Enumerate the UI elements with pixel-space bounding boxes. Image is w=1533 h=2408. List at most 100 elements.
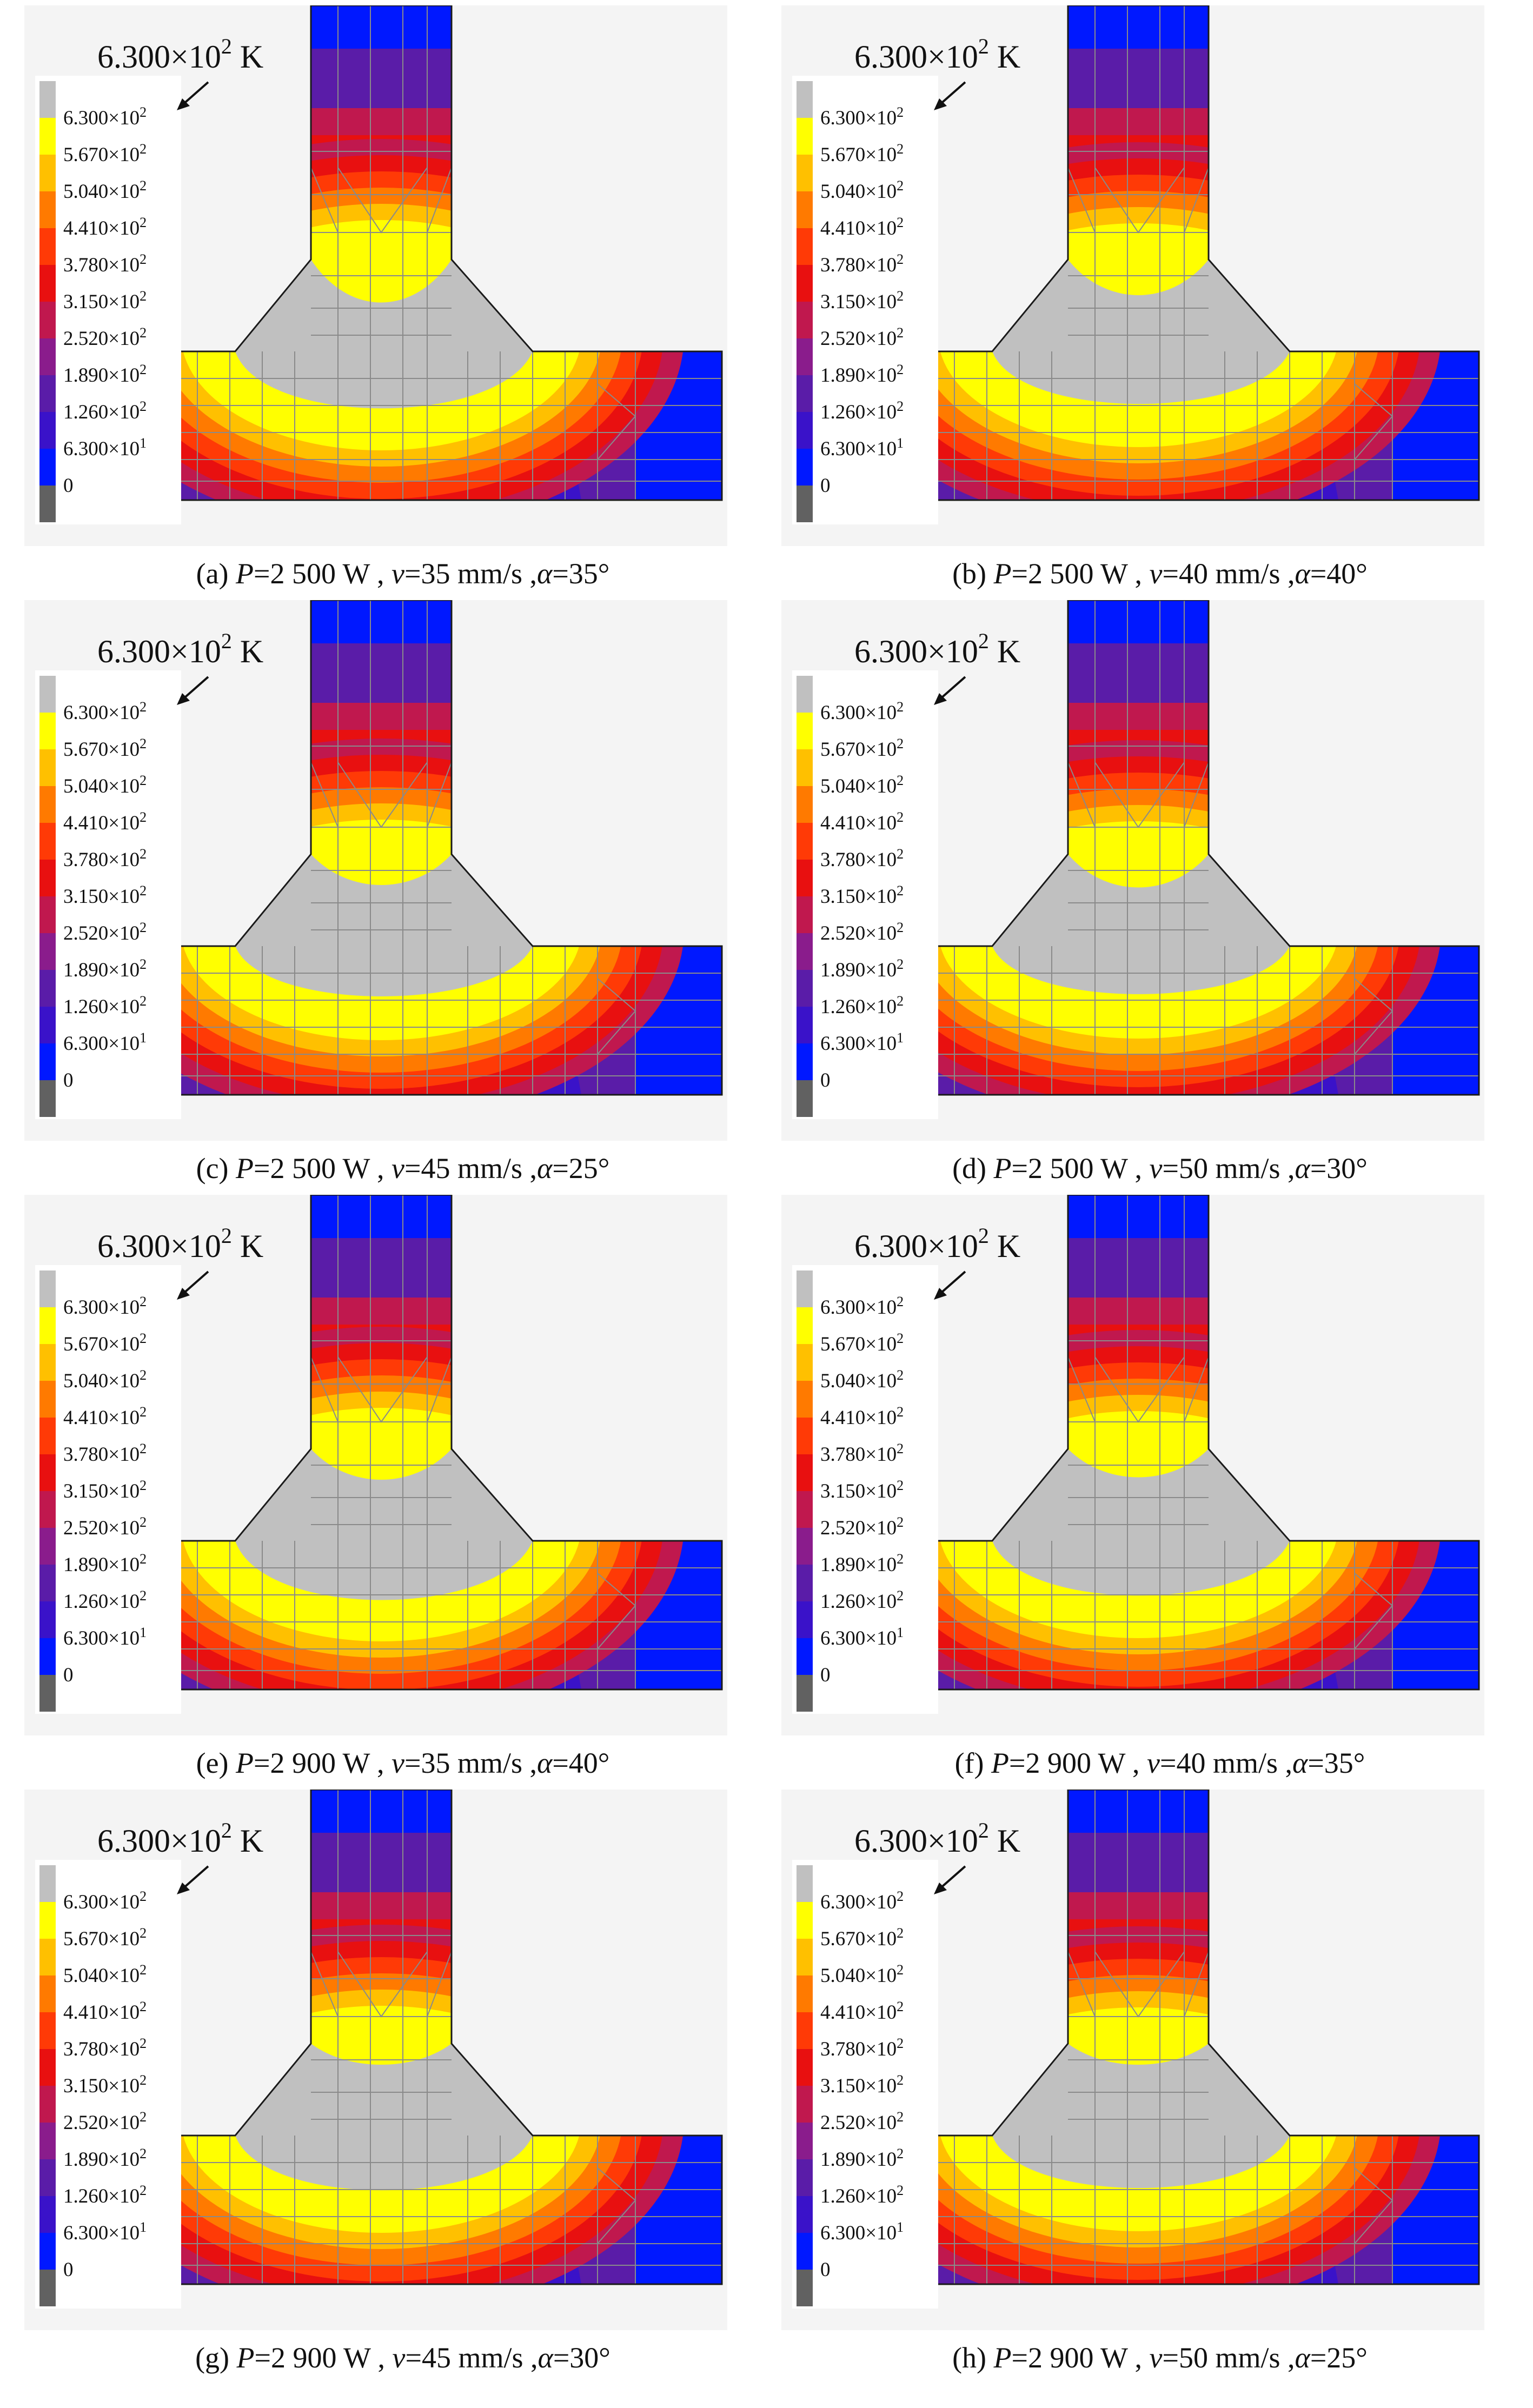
scale-swatch (797, 2159, 813, 2196)
scale-tick-label: 6.300×101 (820, 1625, 904, 1649)
scale-swatch (797, 970, 813, 1007)
scale-tick-label: 2.520×102 (63, 920, 147, 944)
melt-pool (992, 260, 1290, 404)
scale-tick-label: 5.670×102 (820, 141, 904, 166)
scale-tick-label: 5.670×102 (820, 1331, 904, 1355)
scale-swatch (797, 375, 813, 412)
melt-pool (992, 2044, 1290, 2189)
scale-swatch (797, 1454, 813, 1491)
scale-swatch (39, 2012, 56, 2049)
scale-swatch (797, 749, 813, 786)
scale-tick-label: 6.300×102 (63, 1888, 147, 1913)
scale-tick-label: 2.520×102 (63, 325, 147, 350)
color-scale-legend: 6.300×102 5.670×102 5.040×102 4.410×102 3.78… (792, 1265, 938, 1714)
scale-tick-label: 3.150×102 (63, 2072, 147, 2097)
scale-tick-label: 6.300×102 (820, 1888, 904, 1913)
weldment-outline (158, 5, 723, 501)
scale-swatch (39, 2049, 56, 2086)
scale-swatch (797, 338, 813, 375)
scale-swatch (39, 1528, 56, 1565)
weldment-outline (915, 5, 1480, 501)
scale-swatch (797, 1902, 813, 1939)
panel-d: 6.300×102 5.670×102 5.040×102 4.410×102 3.78… (781, 600, 1533, 1202)
scale-tick-label: 2.520×102 (820, 1514, 904, 1539)
color-scale-legend: 6.300×102 5.670×102 5.040×102 4.410×102 3.78… (792, 670, 938, 1119)
scale-tick-label: 1.260×102 (820, 1588, 904, 1613)
scale-tick-label: 3.780×102 (63, 1441, 147, 1466)
panel-caption: (e) P=2 900 W , v=35 mm/s ,α=40° (196, 1747, 610, 1779)
scale-tick-label: 3.150×102 (820, 883, 904, 908)
panel-a: 6.300×102 5.670×102 5.040×102 4.410×102 3.78… (24, 5, 781, 608)
scale-tick-label: 5.670×102 (63, 736, 147, 761)
scale-tick-label: 3.780×102 (820, 2036, 904, 2060)
scale-tick-label: 5.670×102 (63, 1331, 147, 1355)
scale-tick-label: 0 (820, 1069, 831, 1092)
scale-tick-label: 1.260×102 (63, 1588, 147, 1613)
scale-swatch (797, 1601, 813, 1638)
scale-swatch (39, 676, 56, 713)
scale-swatch (39, 1418, 56, 1454)
temperature-contour-plot: 6.300×102 5.670×102 5.040×102 4.410×102 3.78… (781, 1195, 1484, 1735)
scale-tick-label: 4.410×102 (820, 215, 904, 240)
max-temperature-label: 6.300×102 K (97, 34, 263, 75)
mesh-lines (917, 1195, 1479, 1689)
weldment-outline (915, 1195, 1480, 1691)
scale-swatch (797, 2233, 813, 2270)
panel-h: 6.300×102 5.670×102 5.040×102 4.410×102 3.78… (781, 1790, 1533, 2392)
scale-tick-label: 6.300×101 (63, 2219, 147, 2244)
scale-tick-label: 4.410×102 (820, 809, 904, 834)
scale-swatch (797, 1865, 813, 1902)
scale-tick-label: 3.780×102 (63, 251, 147, 276)
scale-tick-label: 6.300×102 (63, 699, 147, 724)
scale-swatch (39, 1601, 56, 1638)
temperature-contour-plot: 6.300×102 5.670×102 5.040×102 4.410×102 3.78… (24, 600, 727, 1141)
scale-swatch (39, 1939, 56, 1975)
scale-tick-label: 5.670×102 (63, 1925, 147, 1950)
scale-tick-label: 1.260×102 (63, 2183, 147, 2207)
temperature-contour-plot: 6.300×102 5.670×102 5.040×102 4.410×102 3.78… (781, 1790, 1484, 2330)
scale-tick-label: 3.780×102 (63, 846, 147, 871)
scale-swatch (39, 1344, 56, 1381)
mesh-lines (160, 600, 722, 1095)
scale-swatch (797, 81, 813, 118)
scale-swatch (797, 1638, 813, 1675)
scale-swatch (39, 1638, 56, 1675)
weldment-outline (158, 1790, 723, 2285)
scale-tick-label: 3.150×102 (63, 883, 147, 908)
mesh-lines (160, 1195, 722, 1689)
scale-swatch (797, 823, 813, 860)
scale-tick-label: 0 (63, 2259, 74, 2281)
scale-tick-label: 1.260×102 (63, 993, 147, 1018)
mesh-lines (917, 5, 1479, 500)
temperature-contour-plot: 6.300×102 5.670×102 5.040×102 4.410×102 3.78… (24, 1790, 727, 2330)
scale-tick-label: 5.040×102 (63, 1367, 147, 1392)
temperature-contour-plot: 6.300×102 5.670×102 5.040×102 4.410×102 3.78… (24, 5, 727, 546)
scale-swatch (39, 2159, 56, 2196)
scale-tick-label: 1.260×102 (63, 398, 147, 423)
melt-pool (235, 854, 533, 996)
scale-swatch (797, 1007, 813, 1043)
scale-swatch (39, 485, 56, 522)
panel-caption: (a) P=2 500 W , v=35 mm/s ,α=35° (196, 557, 610, 590)
scale-swatch (797, 860, 813, 896)
scale-tick-label: 6.300×102 (820, 699, 904, 724)
scale-swatch (797, 2123, 813, 2159)
scale-swatch (39, 933, 56, 970)
scale-tick-label: 3.780×102 (820, 846, 904, 871)
scale-tick-label: 1.260×102 (820, 398, 904, 423)
scale-swatch (797, 2270, 813, 2306)
scale-swatch (39, 81, 56, 118)
scale-tick-label: 6.300×101 (63, 435, 147, 460)
panel-caption: (h) P=2 900 W , v=50 mm/s ,α=25° (952, 2342, 1368, 2374)
scale-tick-label: 6.300×102 (820, 104, 904, 129)
scale-swatch (797, 1344, 813, 1381)
scale-swatch (797, 1381, 813, 1418)
scale-swatch (797, 2012, 813, 2049)
mesh-lines (917, 1790, 1479, 2284)
max-temperature-label: 6.300×102 K (97, 1818, 263, 1859)
scale-tick-label: 2.520×102 (820, 920, 904, 944)
color-scale-legend: 6.300×102 5.670×102 5.040×102 4.410×102 3.78… (35, 76, 181, 524)
mesh-lines (160, 1790, 722, 2284)
temperature-contour-plot: 6.300×102 5.670×102 5.040×102 4.410×102 3.78… (24, 1195, 727, 1735)
melt-pool (992, 854, 1290, 994)
